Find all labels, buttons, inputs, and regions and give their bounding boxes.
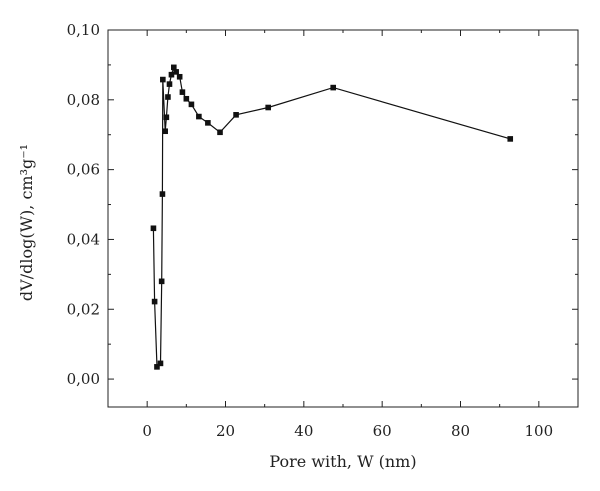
data-point xyxy=(151,298,158,305)
data-point xyxy=(217,129,223,136)
x-tick-label: 20 xyxy=(216,422,235,440)
data-point xyxy=(162,128,168,135)
data-point xyxy=(265,104,271,111)
data-point xyxy=(154,364,160,370)
y-tick-label: 0,06 xyxy=(67,161,100,179)
data-point xyxy=(158,278,165,285)
y-tick-label: 0,10 xyxy=(67,21,100,39)
data-point xyxy=(233,112,239,118)
data-point xyxy=(179,89,186,95)
x-tick-label: 0 xyxy=(142,422,152,440)
data-point xyxy=(163,114,170,121)
data-point xyxy=(205,120,211,126)
y-tick-label: 0,00 xyxy=(67,370,100,388)
data-point xyxy=(166,81,173,87)
x-tick-label: 40 xyxy=(294,422,313,440)
plot-frame xyxy=(107,29,579,408)
y-tick-label: 0,02 xyxy=(67,300,100,318)
data-point xyxy=(171,64,177,71)
data-point xyxy=(507,136,514,142)
data-point xyxy=(150,225,157,232)
data-point xyxy=(157,360,164,367)
axes: 0 20 40 60 80 100 0,00 0,02 0,04 0,06 0,08 0,10 xyxy=(67,21,579,440)
data-point xyxy=(196,113,202,120)
data-point xyxy=(183,95,190,102)
series-line xyxy=(152,65,511,369)
y-axis-title: dV/dlog(W), cm³g⁻¹ xyxy=(17,144,36,301)
data-point xyxy=(159,191,166,197)
series-group xyxy=(150,64,514,370)
data-point xyxy=(160,76,166,83)
x-axis-title: Pore with, W (nm) xyxy=(269,452,416,471)
data-point xyxy=(330,84,337,91)
data-point xyxy=(165,94,171,100)
data-point xyxy=(176,73,183,80)
data-point xyxy=(173,69,179,75)
x-tick-label: 100 xyxy=(525,422,554,440)
x-tick-label: 80 xyxy=(451,422,470,440)
y-tick-label: 0,04 xyxy=(67,230,100,248)
data-point xyxy=(188,101,195,108)
data-point xyxy=(168,71,175,78)
x-tick-label: 60 xyxy=(373,422,392,440)
y-tick-label: 0,08 xyxy=(67,91,100,109)
